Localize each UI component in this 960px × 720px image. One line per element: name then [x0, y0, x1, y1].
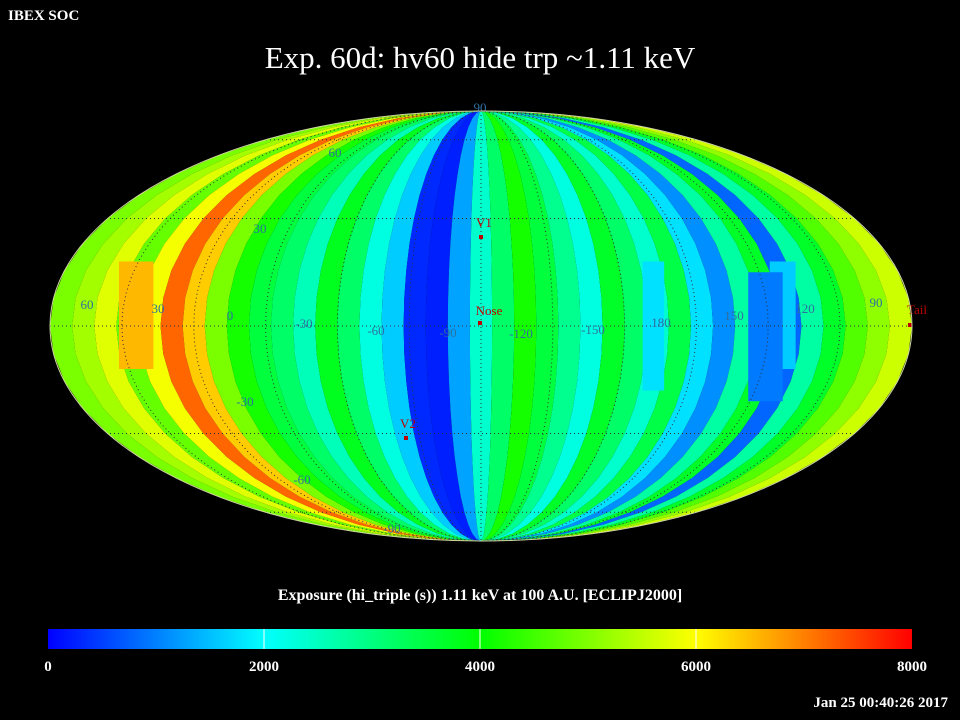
org-label: IBEX SOC [8, 8, 80, 24]
exposure-band [337, 111, 481, 541]
longitude-label: 180 [651, 315, 671, 330]
marker-label: Tail [907, 302, 927, 317]
latitude-label: 90 [474, 100, 487, 115]
colorbar-tick-label: 8000 [897, 659, 927, 675]
colorbar [48, 629, 912, 649]
longitude-label: 30 [152, 301, 165, 316]
exposure-band [481, 111, 625, 541]
marker-nose: Nose [476, 303, 503, 325]
meridian-line [480, 111, 769, 541]
exposure-band [359, 111, 481, 541]
colorbar-tick-label: 0 [44, 659, 52, 675]
colorbar-title: Exposure (hi_triple (s)) 1.11 keV at 100… [277, 587, 683, 604]
colorbar-tick-label: 4000 [465, 659, 495, 675]
exposure-patch [118, 261, 154, 369]
latitude-label: -60 [293, 472, 310, 487]
meridian-line [193, 111, 482, 541]
marker-tail: Tail [907, 302, 927, 327]
exposure-band [447, 111, 481, 541]
marker-dot [404, 436, 408, 440]
meridian-line [408, 111, 482, 541]
marker-v2: V2 [400, 416, 416, 440]
meridian-line [480, 111, 554, 541]
meridian-line [264, 111, 482, 541]
longitude-label: -90 [439, 325, 456, 340]
longitude-label: 60 [81, 297, 94, 312]
exposure-patch [748, 272, 783, 402]
longitude-label: 150 [724, 308, 744, 323]
map-markers: V1 Nose V2 Tail [400, 215, 927, 440]
marker-dot [908, 323, 912, 327]
exposure-band [425, 111, 481, 541]
colorbar-tick-label: 6000 [681, 659, 711, 675]
longitude-label: -150 [581, 322, 605, 337]
latitude-label: -30 [236, 394, 253, 409]
latitude-label: 30 [254, 221, 267, 236]
marker-v1: V1 [476, 215, 492, 239]
latitude-label: 60 [329, 145, 342, 160]
exposure-band [481, 111, 603, 541]
meridian-line [480, 111, 698, 541]
longitude-label: 90 [870, 295, 883, 310]
marker-dot [479, 235, 483, 239]
timestamp: Jan 25 00:40:26 2017 [813, 695, 948, 711]
exposure-patch [642, 261, 665, 391]
longitude-label: 120 [795, 301, 815, 316]
longitude-label: -120 [509, 326, 533, 341]
longitude-label: -30 [295, 316, 312, 331]
grid-labels: 60 30 0 -30 -60 -90 -120 -150 180 150 120 90 90 60 30 -… [81, 100, 883, 536]
marker-label: Nose [476, 303, 503, 318]
map-outline [49, 110, 913, 542]
marker-label: V1 [476, 215, 492, 230]
map-title: Exp. 60d: hv60 hide trp ~1.11 keV [264, 40, 696, 75]
marker-label: V2 [400, 416, 416, 431]
longitude-label: 0 [227, 308, 234, 323]
latitude-label: -90 [383, 521, 400, 536]
exposure-band [481, 111, 559, 541]
marker-dot [478, 321, 482, 325]
meridian-line [480, 111, 626, 541]
longitude-label: -60 [367, 323, 384, 338]
exposure-band [481, 111, 581, 541]
coordinate-grid [50, 111, 912, 541]
exposure-band [481, 111, 515, 541]
meridian-line [336, 111, 482, 541]
colorbar-tick-label: 2000 [249, 659, 279, 675]
sky-map: 60 30 0 -30 -60 -90 -120 -150 180 150 120 90 90 60 30 -… [49, 100, 927, 542]
